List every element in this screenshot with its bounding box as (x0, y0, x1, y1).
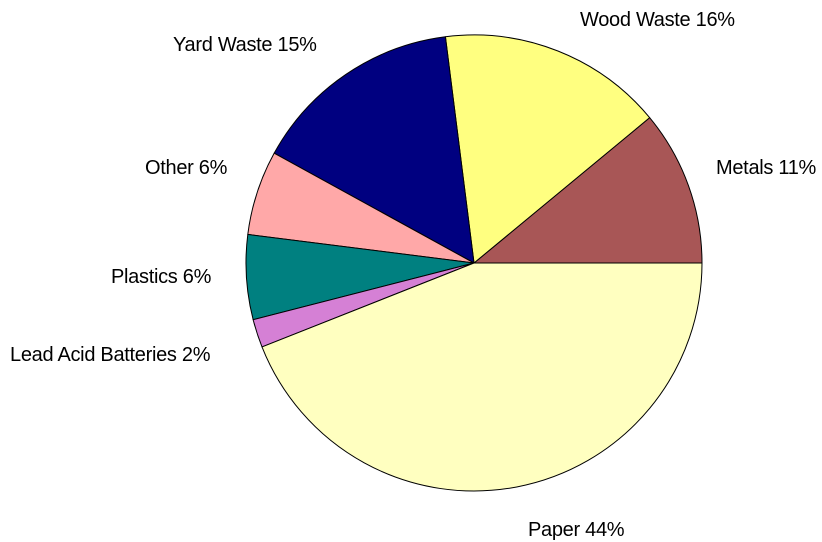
pie-slice-yard-waste (273, 36, 475, 264)
pie-slice-wood-waste (444, 34, 651, 264)
slice-label-yard-waste: Yard Waste 15% (173, 34, 317, 56)
slice-label-paper: Paper 44% (528, 519, 625, 541)
slice-label-wood-waste: Wood Waste 16% (580, 9, 735, 31)
slice-label-lead-acid-batteries: Lead Acid Batteries 2% (10, 344, 211, 366)
pie-slice-metals (473, 117, 703, 264)
pie-labels: Metals 11% Wood Waste 16% Yard Waste 15%… (10, 9, 817, 541)
slice-label-other: Other 6% (145, 157, 228, 179)
pie-slices (245, 34, 703, 492)
pie-slice-paper (261, 262, 703, 492)
slice-label-metals: Metals 11% (716, 157, 817, 179)
slice-label-plastics: Plastics 6% (111, 266, 212, 288)
